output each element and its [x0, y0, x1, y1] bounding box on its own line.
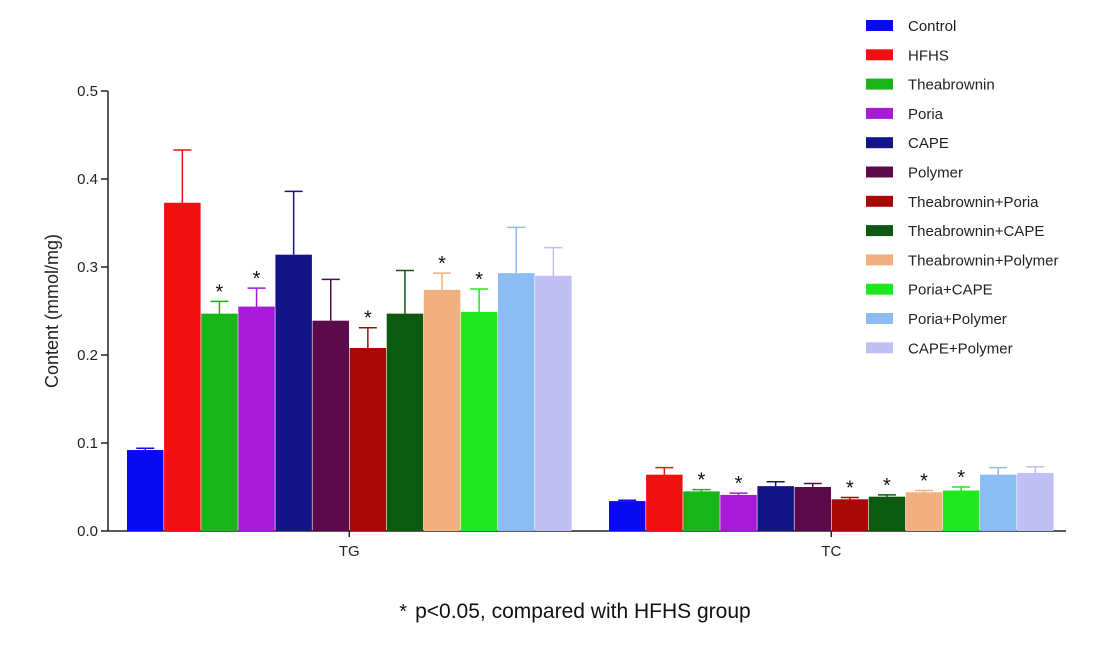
bar [201, 313, 238, 531]
legend-swatch [866, 107, 893, 119]
bar [535, 275, 572, 531]
y-tick-label: 0.4 [77, 171, 98, 188]
x-category-label: TC [821, 543, 841, 560]
bar [386, 313, 424, 531]
bar [127, 450, 164, 531]
y-tick-label: 0.3 [77, 259, 98, 276]
legend-swatch [866, 225, 893, 237]
bar [683, 491, 720, 531]
legend-label: CAPE [908, 135, 949, 152]
legend-label: Poria [908, 106, 944, 123]
footnote-star-icon: * [399, 601, 408, 623]
legend-label: Poria+CAPE [908, 282, 993, 299]
footnote: * p<0.05, compared with HFHS group [0, 600, 1116, 624]
significance-star-icon: * [698, 470, 706, 492]
legend-label: CAPE+Polymer [908, 340, 1013, 357]
legend-swatch [866, 283, 893, 295]
bar [868, 496, 906, 531]
bar [164, 202, 201, 531]
bar-chart: 0.0 0.1 0.2 0.3 0.4 0.5 TG TC Content (mmol/mg… [42, 18, 1066, 560]
legend-swatch [866, 137, 893, 149]
footnote-text: p<0.05, compared with HFHS group [415, 600, 751, 623]
y-axis-title: Content (mmol/mg) [42, 234, 62, 388]
bar [831, 499, 869, 531]
bar [609, 501, 646, 531]
legend-label: Polymer [908, 165, 963, 182]
bar [1017, 472, 1054, 531]
significance-star-icon: * [846, 478, 854, 500]
bar [349, 347, 387, 531]
legend-label: Theabrownin+Polymer [908, 252, 1059, 269]
bars: * * * * * * * * * * * [127, 149, 1054, 531]
legend-label: Control [908, 18, 956, 35]
legend-swatch [866, 313, 893, 324]
bar [498, 273, 535, 531]
significance-star-icon: * [735, 473, 743, 495]
x-axis: TG TC [108, 530, 1066, 560]
bar [905, 492, 943, 531]
legend: Control HFHS Theabrownin Poria CAPE Polymer Th… [866, 18, 1059, 357]
legend-swatch [866, 254, 893, 266]
legend-swatch [866, 166, 893, 178]
legend-swatch [866, 342, 893, 354]
legend-label: Poria+Polymer [908, 311, 1007, 328]
legend-label: Theabrownin [908, 77, 995, 94]
bar [757, 486, 794, 531]
bar [980, 474, 1017, 531]
legend-swatch [866, 20, 893, 31]
significance-star-icon: * [883, 475, 891, 497]
bar [423, 289, 461, 531]
legend-label: Theabrownin+CAPE [908, 223, 1044, 240]
significance-star-icon: * [957, 467, 965, 489]
legend-swatch [866, 78, 893, 90]
significance-star-icon: * [475, 269, 483, 291]
significance-star-icon: * [364, 308, 372, 330]
significance-star-icon: * [253, 268, 261, 290]
bar [275, 254, 312, 531]
legend-label: HFHS [908, 47, 949, 64]
legend-swatch [866, 49, 893, 61]
y-tick-label: 0.0 [77, 523, 98, 540]
x-category-label: TG [339, 543, 360, 560]
bar [238, 306, 275, 531]
legend-swatch [866, 195, 893, 207]
bar [794, 487, 831, 531]
y-axis: 0.0 0.1 0.2 0.3 0.4 0.5 [77, 83, 109, 540]
bar [460, 311, 498, 531]
y-tick-label: 0.5 [77, 83, 98, 100]
bar [646, 474, 683, 531]
bar [720, 494, 757, 531]
significance-star-icon: * [920, 471, 928, 493]
bar [312, 320, 349, 531]
bar [942, 490, 980, 531]
significance-star-icon: * [216, 281, 224, 303]
legend-label: Theabrownin+Poria [908, 194, 1039, 211]
significance-star-icon: * [438, 253, 446, 275]
y-tick-label: 0.1 [77, 435, 98, 452]
y-tick-label: 0.2 [77, 347, 98, 364]
